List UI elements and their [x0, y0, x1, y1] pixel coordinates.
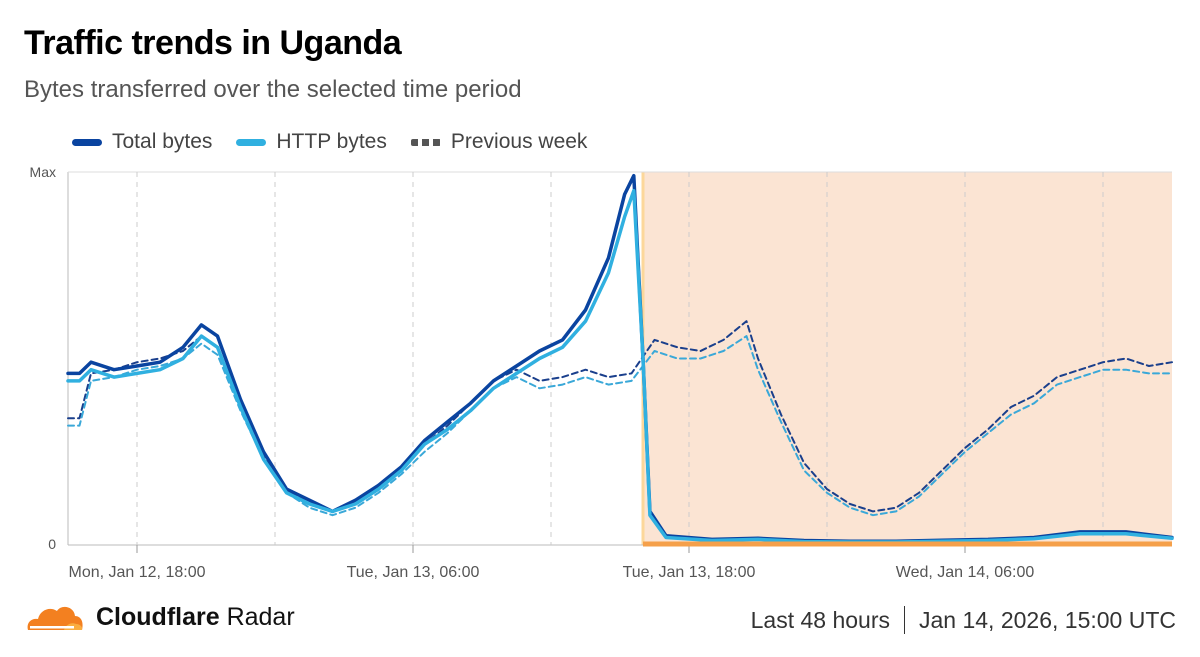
- legend-swatch-total: [72, 138, 102, 146]
- outage-shaded-region: [643, 172, 1172, 545]
- time-range-label: Last 48 hours: [750, 606, 890, 633]
- series-line-previous-week-http: [67, 335, 1173, 517]
- x-tick-label: Tue, Jan 13, 06:00: [347, 564, 480, 581]
- y-tick-label-max: Max: [30, 164, 56, 180]
- cloudflare-logo-icon: [27, 606, 83, 630]
- y-tick-label-zero: 0: [48, 536, 56, 552]
- timestamp-label: Jan 14, 2026, 15:00 UTC: [919, 606, 1176, 633]
- legend-item-total[interactable]: Total bytes: [72, 130, 212, 154]
- legend-label-previous: Previous week: [450, 130, 588, 153]
- x-tick-label: Wed, Jan 14, 06:00: [896, 564, 1035, 581]
- x-tick-label: Mon, Jan 12, 18:00: [69, 564, 206, 581]
- legend-item-previous[interactable]: Previous week: [410, 130, 588, 154]
- chart-subtitle: Bytes transferred over the selected time…: [24, 76, 522, 103]
- cloudflare-radar-brand[interactable]: Cloudflare Radar: [24, 600, 295, 634]
- chart-legend: Total bytes HTTP bytes Previous week: [72, 130, 611, 154]
- chart-title: Traffic trends in Uganda: [24, 24, 402, 62]
- legend-label-http: HTTP bytes: [276, 130, 387, 153]
- brand-name-rest: Radar: [219, 602, 295, 631]
- traffic-chart: 0 Max Mon, Jan 12, 18:00 Tue, Jan 13, 06:00…: [30, 164, 1174, 581]
- legend-swatch-http: [236, 138, 267, 146]
- footer-info: Last 48 hours Jan 14, 2026, 15:00 UTC: [751, 606, 1176, 634]
- brand-text: Cloudflare Radar: [96, 603, 295, 632]
- legend-item-http[interactable]: HTTP bytes: [236, 130, 387, 154]
- footer-separator: [904, 606, 905, 634]
- legend-label-total: Total bytes: [112, 130, 213, 153]
- x-tick-label: Tue, Jan 13, 18:00: [623, 564, 756, 581]
- legend-swatch-previous: [410, 138, 441, 146]
- brand-name-bold: Cloudflare: [96, 602, 220, 631]
